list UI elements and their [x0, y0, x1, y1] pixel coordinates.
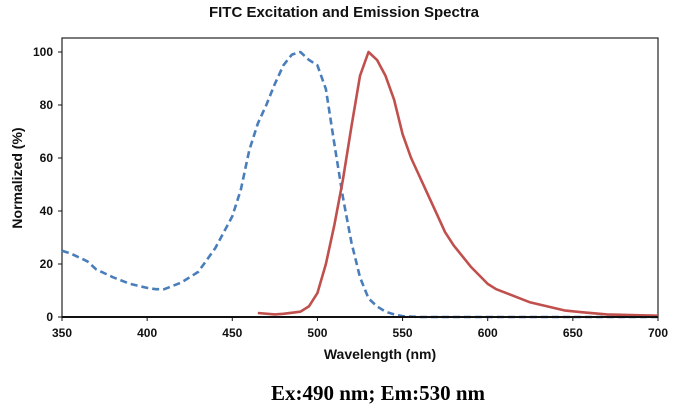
chart-title: FITC Excitation and Emission Spectra: [208, 4, 480, 21]
x-tick-label: 450: [222, 326, 242, 340]
y-tick-label: 60: [40, 151, 54, 165]
x-tick-label: 650: [563, 326, 583, 340]
excitation-series-line: [61, 50, 658, 319]
emission-series-line: [257, 50, 659, 317]
x-tick-label: 600: [478, 326, 498, 340]
y-tick-label: 0: [46, 310, 53, 324]
y-tick-label: 80: [40, 98, 54, 112]
ex-em-caption: Ex:490 nm; Em:530 nm: [270, 381, 486, 405]
x-tick-label: 400: [137, 326, 157, 340]
y-axis-label: Normalized (%): [9, 127, 25, 228]
y-tick-label: 20: [40, 257, 54, 271]
x-tick-label: 500: [307, 326, 327, 340]
x-tick-label: 550: [393, 326, 413, 340]
x-axis-label: Wavelength (nm): [324, 346, 436, 362]
x-tick-label: 350: [52, 326, 72, 340]
y-tick-label: 40: [40, 204, 54, 218]
x-tick-label: 700: [648, 326, 668, 340]
y-tick-label: 100: [33, 45, 53, 59]
